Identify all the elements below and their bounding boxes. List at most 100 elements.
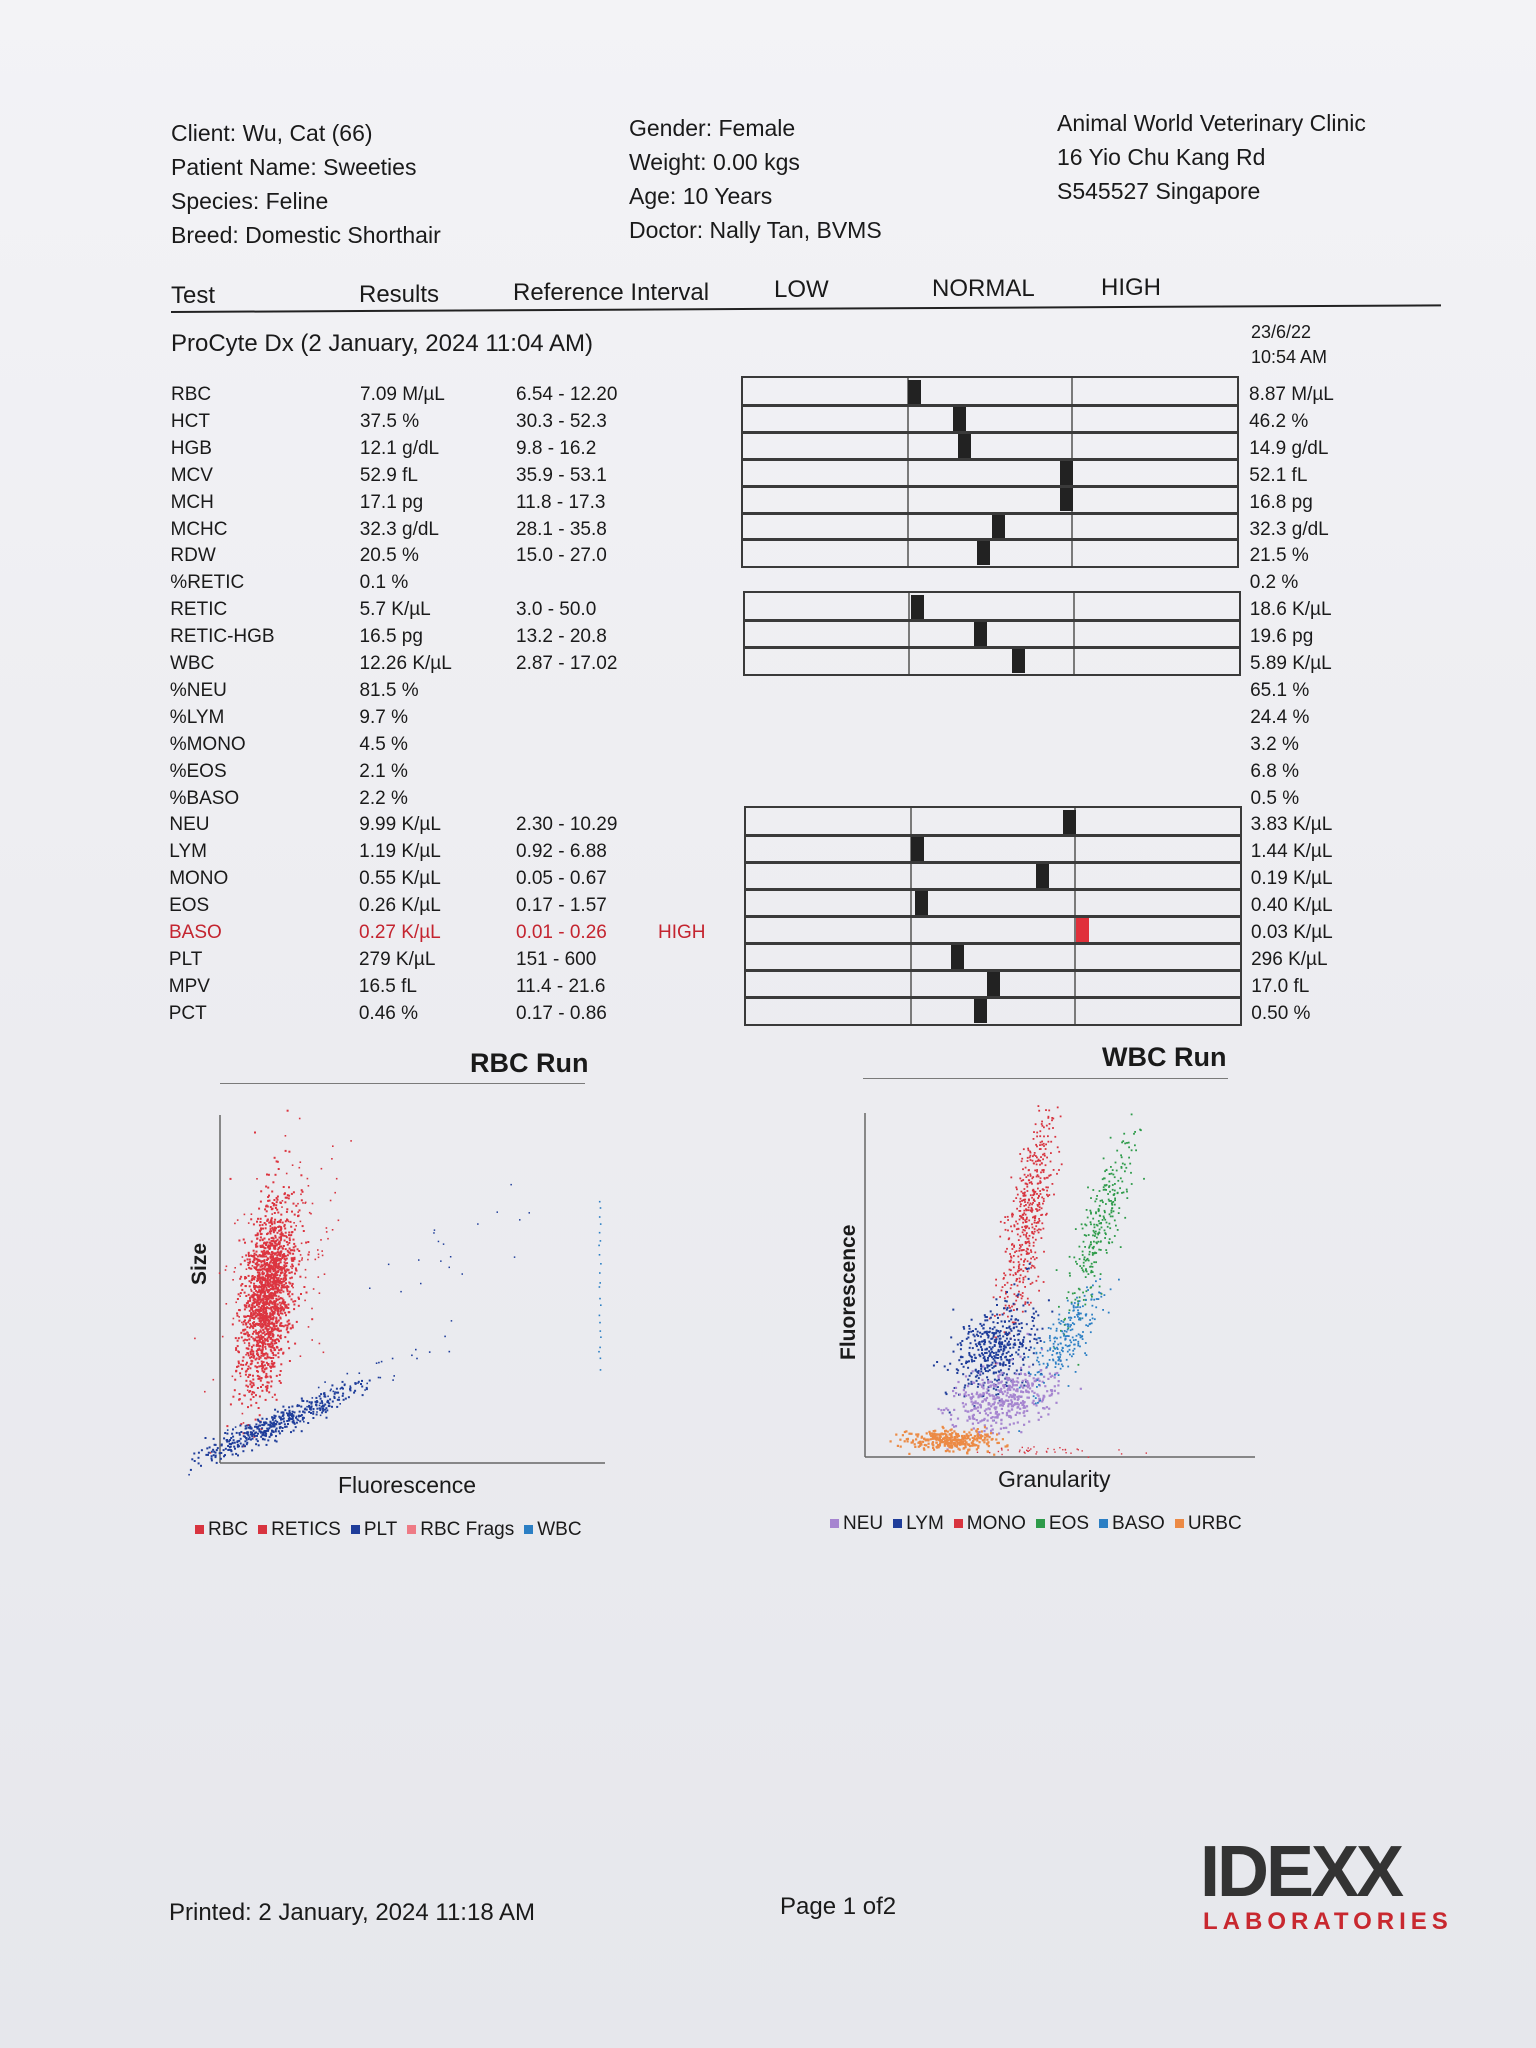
scatter-point <box>943 1444 946 1447</box>
scatter-point <box>272 1231 275 1234</box>
scatter-point <box>292 1415 295 1418</box>
scatter-point <box>243 1213 246 1216</box>
scatter-point <box>1085 1224 1088 1227</box>
scatter-point <box>264 1223 267 1226</box>
scatter-point <box>971 1441 974 1444</box>
scatter-point <box>1043 1177 1046 1180</box>
scatter-point <box>254 1293 257 1296</box>
scatter-point <box>969 1355 972 1358</box>
scatter-point <box>1000 1400 1004 1403</box>
scatter-point <box>266 1259 269 1261</box>
scatter-point <box>269 1256 272 1259</box>
scatter-point <box>234 1222 236 1225</box>
scatter-point <box>1048 1372 1051 1375</box>
scatter-point <box>987 1378 990 1381</box>
wbc-scatter-points <box>889 1105 1147 1458</box>
scatter-point <box>1008 1362 1011 1364</box>
scatter-point <box>281 1200 284 1202</box>
scatter-point <box>294 1267 297 1270</box>
scatter-point <box>263 1290 266 1293</box>
scatter-point <box>986 1438 989 1441</box>
scatter-point <box>1134 1144 1136 1147</box>
scatter-point <box>248 1305 250 1308</box>
scatter-point <box>1096 1242 1098 1245</box>
scatter-point <box>233 1389 236 1392</box>
scatter-point <box>1011 1358 1014 1361</box>
scatter-point <box>960 1363 963 1365</box>
scatter-point <box>1012 1321 1015 1324</box>
scatter-point <box>243 1432 246 1435</box>
legend-swatch <box>1174 1519 1184 1528</box>
scatter-point <box>994 1412 997 1415</box>
scatter-point <box>1021 1379 1024 1382</box>
legend-swatch <box>1035 1519 1045 1528</box>
scatter-point <box>1009 1355 1012 1357</box>
scatter-point <box>242 1435 245 1438</box>
scatter-point <box>256 1178 258 1180</box>
scatter-point <box>252 1378 255 1381</box>
scatter-point <box>260 1352 263 1355</box>
scatter-point <box>990 1432 993 1435</box>
scatter-point <box>238 1309 241 1312</box>
scatter-point <box>262 1313 265 1316</box>
scatter-point <box>280 1302 283 1305</box>
scatter-point <box>988 1317 991 1320</box>
scatter-point <box>247 1385 249 1388</box>
scatter-point <box>1030 1266 1033 1269</box>
scatter-point <box>284 1276 287 1279</box>
scatter-point <box>329 1199 332 1202</box>
scatter-point <box>1017 1329 1020 1332</box>
scatter-point <box>1006 1281 1009 1284</box>
grid-divider <box>908 593 911 674</box>
test-name: HCT <box>170 410 210 432</box>
scatter-point <box>256 1232 259 1235</box>
scatter-point <box>1024 1258 1027 1261</box>
scatter-point <box>297 1211 299 1213</box>
scatter-point <box>236 1445 239 1448</box>
scatter-point <box>1027 1252 1029 1255</box>
scatter-point <box>264 1292 267 1295</box>
scatter-point <box>264 1319 267 1322</box>
scatter-point <box>278 1330 281 1333</box>
scatter-point <box>279 1233 282 1236</box>
scatter-point <box>1093 1226 1096 1229</box>
scatter-point <box>1069 1274 1071 1277</box>
scatter-point <box>247 1332 249 1334</box>
scatter-point <box>266 1384 269 1387</box>
scatter-point <box>253 1294 256 1296</box>
scatter-point <box>953 1436 957 1439</box>
scatter-point <box>1073 1347 1076 1350</box>
scatter-point <box>988 1369 991 1372</box>
scatter-point <box>1078 1318 1080 1321</box>
scatter-point <box>354 1389 357 1392</box>
scatter-point <box>970 1396 973 1399</box>
scatter-point <box>265 1333 268 1335</box>
scatter-point <box>254 1358 257 1361</box>
scatter-point <box>272 1230 275 1233</box>
scatter-point <box>1025 1176 1028 1178</box>
scatter-point <box>956 1372 959 1374</box>
scatter-point <box>257 1305 260 1308</box>
scatter-point <box>1008 1340 1010 1343</box>
scatter-point <box>262 1424 265 1427</box>
scatter-point <box>999 1363 1002 1366</box>
scatter-point <box>1019 1366 1023 1369</box>
result-marker <box>1059 460 1073 485</box>
scatter-point <box>1021 1403 1024 1406</box>
scatter-point <box>307 1422 310 1424</box>
scatter-point <box>1043 1407 1046 1410</box>
scatter-point <box>899 1445 902 1448</box>
scatter-point <box>895 1433 898 1436</box>
scatter-point <box>1025 1204 1027 1206</box>
scatter-point <box>1007 1350 1010 1353</box>
scatter-point <box>291 1413 293 1415</box>
scatter-point <box>440 1260 442 1262</box>
scatter-point <box>315 1413 318 1416</box>
scatter-point <box>331 1400 334 1403</box>
scatter-point <box>1003 1277 1005 1279</box>
scatter-point <box>270 1350 273 1353</box>
scatter-point <box>994 1416 997 1419</box>
scatter-point <box>1018 1412 1021 1415</box>
scatter-point <box>1032 1216 1034 1219</box>
scatter-point <box>1017 1239 1020 1241</box>
